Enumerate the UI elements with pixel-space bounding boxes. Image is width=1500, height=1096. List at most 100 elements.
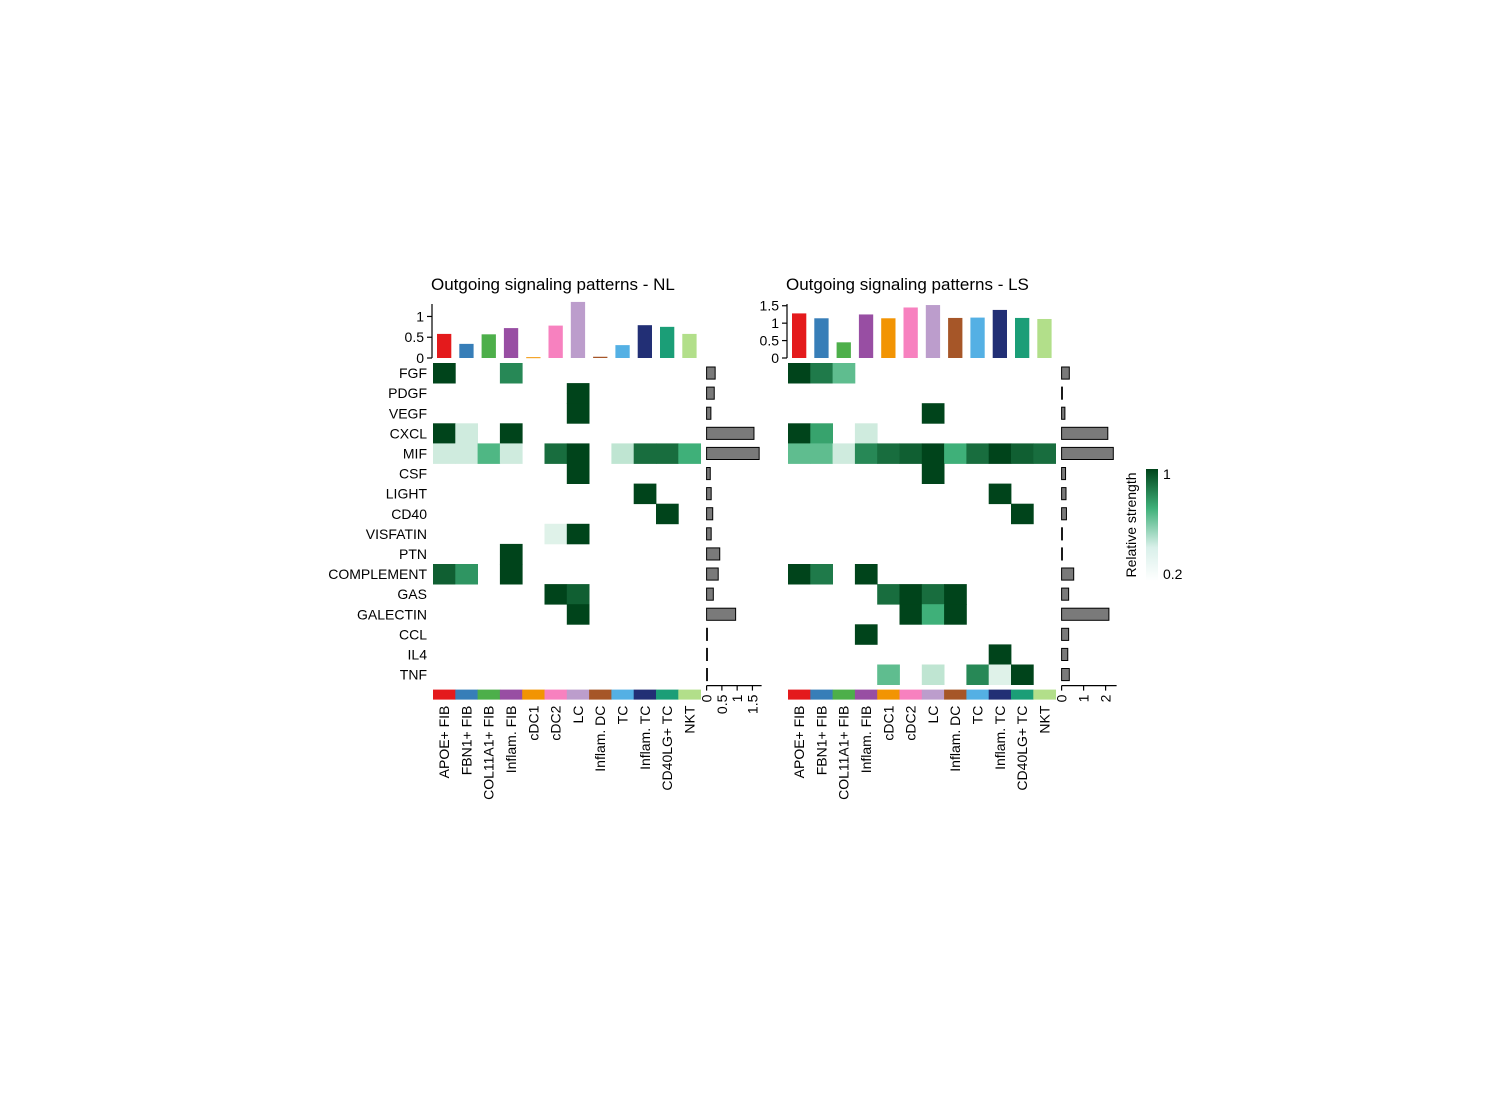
panel-1-column-label: cDC2 bbox=[548, 705, 564, 740]
panel-2-title: Outgoing signaling patterns - LS bbox=[786, 275, 1029, 294]
panel-1-column-label: APOE+ FIB bbox=[436, 706, 452, 779]
panel-1-heatmap-cell bbox=[633, 483, 657, 505]
row-label: LIGHT bbox=[386, 486, 428, 502]
panel-1-right-axis-tick-label: 0 bbox=[699, 694, 715, 702]
row-label: VEGF bbox=[389, 405, 427, 421]
panel-2-cell-type-color-strip bbox=[877, 689, 900, 700]
panel-2-heatmap-cell bbox=[921, 443, 945, 464]
panel-2-column-total-bar bbox=[948, 317, 963, 358]
panel-2-heatmap-cell bbox=[832, 443, 856, 464]
panel-1-column-total-bar bbox=[593, 356, 608, 358]
panel-2-row-total-bar bbox=[1061, 567, 1075, 581]
panel-1-row-total-bar bbox=[706, 527, 712, 541]
panel-1-column-total-bar bbox=[570, 301, 586, 358]
panel-1-heatmap-cell bbox=[433, 423, 456, 444]
panel-1-row-total-bar bbox=[706, 386, 715, 400]
panel-2-column-label: Inflam. DC bbox=[947, 706, 963, 772]
panel-2-heatmap-cell bbox=[921, 664, 945, 685]
panel-1-cell-type-color-strip bbox=[477, 689, 501, 700]
panel-1-column-label: FBN1+ FIB bbox=[458, 706, 474, 776]
panel-2-column-label: CD40LG+ TC bbox=[1014, 706, 1030, 791]
panel-2-heatmap-cell bbox=[1033, 443, 1056, 464]
panel-2-heatmap-cell bbox=[877, 443, 900, 464]
row-label: CSF bbox=[399, 466, 427, 482]
panel-2-heatmap-cell bbox=[854, 624, 878, 645]
row-label: CCL bbox=[399, 626, 427, 642]
panel-2-heatmap-cell bbox=[854, 443, 878, 464]
panel-1-column-total-bar bbox=[481, 334, 496, 358]
panel-1-column-label: Inflam. DC bbox=[592, 706, 608, 772]
panel-2-column-total-bar bbox=[814, 318, 829, 358]
colorscale-title: Relative strength bbox=[1123, 472, 1139, 577]
panel-2-heatmap-cell bbox=[810, 564, 833, 585]
panel-1-heatmap-cell bbox=[566, 463, 590, 484]
panel-2-column-total-bar bbox=[881, 318, 896, 358]
panel-2-right-axis-tick-label: 0 bbox=[1054, 694, 1070, 702]
panel-1-cell-type-color-strip bbox=[611, 689, 635, 700]
panel-1-column-total-bar bbox=[660, 326, 675, 358]
panel-2-heatmap-cell bbox=[966, 664, 990, 685]
panel-2-right-axis-tick-label: 1 bbox=[1076, 694, 1092, 702]
panel-2-row-total-bar bbox=[1061, 527, 1063, 541]
panel-1-column-total-bar bbox=[615, 345, 630, 358]
row-label: GAS bbox=[397, 586, 427, 602]
panel-1-cell-type-color-strip bbox=[455, 689, 478, 700]
panel-2-heatmap-cell bbox=[899, 584, 923, 605]
panel-1-cell-type-color-strip bbox=[656, 689, 679, 700]
panel-2-heatmap-cell bbox=[1011, 664, 1034, 685]
panel-2-row-total-bar bbox=[1061, 507, 1067, 521]
panel-2-row-total-bar bbox=[1061, 627, 1070, 641]
panel-2-heatmap-cell bbox=[944, 443, 967, 464]
panel-1-column-label: cDC1 bbox=[525, 705, 541, 740]
panel-2-heatmap-cell bbox=[921, 463, 945, 484]
panel-1-heatmap-cell bbox=[499, 423, 523, 444]
panel-2-heatmap-cell bbox=[1011, 443, 1034, 464]
panel-1-column-total-bar bbox=[459, 343, 474, 358]
panel-2-right-axis-tick-label: 2 bbox=[1098, 694, 1114, 702]
panel-2-heatmap-cell bbox=[854, 564, 878, 585]
panel-1-column-label: NKT bbox=[681, 705, 697, 733]
panel-1-cell-type-color-strip bbox=[433, 689, 456, 700]
panel-1-right-axis-tick-label: 1 bbox=[729, 694, 745, 702]
panel-2-row-total-bar bbox=[1061, 487, 1067, 501]
panel-1-cell-type-color-strip bbox=[544, 689, 568, 700]
panel-2-top-axis-tick-label: 1.5 bbox=[760, 298, 780, 314]
panel-1-row-total-bar bbox=[706, 446, 760, 460]
panel-1-cell-type-color-strip bbox=[633, 689, 657, 700]
panel-2-row-total-bar bbox=[1061, 607, 1110, 621]
colorscale-max-label: 1 bbox=[1163, 466, 1171, 482]
panel-1-heatmap-cell bbox=[566, 523, 590, 545]
panel-1-row-total-bar bbox=[706, 426, 755, 440]
panel-2-heatmap-cell bbox=[988, 664, 1012, 685]
panel-1-heatmap-cell bbox=[544, 523, 568, 545]
panel-2-heatmap-cell bbox=[921, 403, 945, 424]
panel-2-cell-type-color-strip bbox=[966, 689, 990, 700]
panel-1-column-label: Inflam. FIB bbox=[503, 706, 519, 774]
row-label: PTN bbox=[399, 546, 427, 562]
panel-1-heatmap-cell bbox=[611, 443, 635, 464]
panel-2-column-total-bar bbox=[903, 307, 918, 358]
panel-2-heatmap-cell bbox=[899, 443, 923, 464]
panel-2-column-label: APOE+ FIB bbox=[791, 706, 807, 779]
panel-2-row-total-bar bbox=[1061, 366, 1070, 380]
panel-2-cell-type-color-strip bbox=[832, 689, 856, 700]
panel-2-row-total-bar bbox=[1061, 647, 1069, 662]
panel-1-column-total-bar bbox=[548, 325, 563, 358]
panel-1-row-total-bar bbox=[706, 627, 708, 641]
panel-1-column-total-bar bbox=[503, 328, 519, 358]
panel-2-heatmap-cell bbox=[788, 564, 811, 585]
panel-2-heatmap-cell bbox=[966, 443, 990, 464]
panel-2-column-label: FBN1+ FIB bbox=[813, 706, 829, 776]
panel-2-cell-type-color-strip bbox=[810, 689, 833, 700]
panel-1-row-total-bar bbox=[706, 647, 708, 662]
panel-2-column-label: Inflam. TC bbox=[992, 706, 1008, 770]
panel-1-row-total-bar bbox=[706, 587, 714, 601]
panel-2-heatmap-cell bbox=[810, 443, 833, 464]
panel-2-row-total-bar bbox=[1061, 446, 1114, 460]
panel-1-row-total-bar bbox=[706, 467, 711, 481]
panel-1-right-axis-tick-label: 1.5 bbox=[744, 694, 760, 714]
panel-1-top-axis-tick-label: 0 bbox=[416, 350, 424, 366]
panel-1-row-total-bar bbox=[706, 366, 716, 380]
panel-2-row-total-bar bbox=[1061, 426, 1109, 440]
panel-1-heatmap-cell bbox=[433, 443, 456, 464]
